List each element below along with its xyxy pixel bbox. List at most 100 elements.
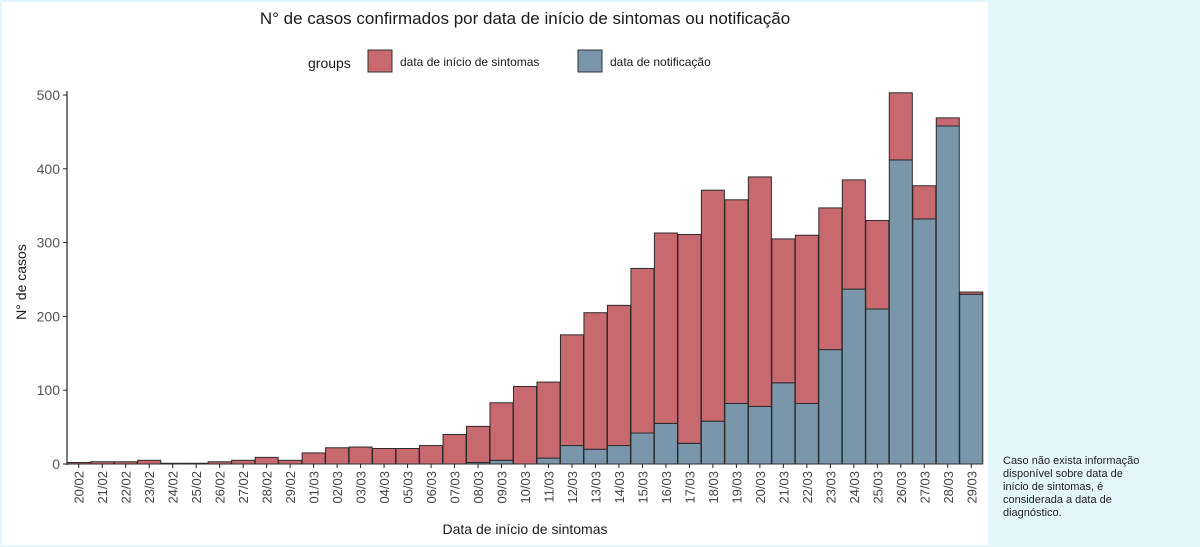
bar-segment-notificacao [912, 218, 937, 465]
bar-segment-notificacao [536, 457, 561, 465]
bar-segment-notificacao [865, 308, 890, 465]
bar-segment-sintomas [841, 179, 866, 290]
x-tick-label: 22/03 [800, 471, 815, 504]
bar-segment-notificacao [747, 405, 772, 465]
bar-segment-notificacao [724, 402, 749, 465]
bar-segment-notificacao [935, 125, 960, 465]
x-tick-label: 03/03 [354, 471, 369, 504]
x-tick-label: 28/03 [941, 471, 956, 504]
x-tick-label: 16/03 [659, 471, 674, 504]
bar-segment-notificacao [771, 382, 796, 465]
x-tick-label: 04/03 [377, 471, 392, 504]
bar-segment-sintomas [442, 433, 467, 465]
x-tick-label: 23/03 [823, 471, 838, 504]
bar-segment-notificacao [818, 349, 843, 465]
y-tick-label: 500 [37, 87, 61, 103]
bar-segment-sintomas [935, 117, 960, 127]
bar-segment-sintomas [747, 176, 772, 407]
x-tick-label: 01/03 [307, 471, 322, 504]
legend-label-notificacao: data de notificação [610, 55, 711, 69]
bar-segment-sintomas [489, 402, 514, 461]
legend-label-sintomas: data de início de sintomas [400, 55, 539, 69]
legend-title: groups [308, 55, 351, 71]
bar-segment-notificacao [583, 448, 608, 465]
bar-segment-sintomas [231, 459, 256, 465]
y-tick-label: 400 [37, 161, 61, 177]
bar-segment-notificacao [677, 442, 702, 465]
bar-segment-sintomas [419, 445, 444, 465]
x-tick-label: 29/02 [283, 471, 298, 504]
x-tick-label: 23/02 [142, 471, 157, 504]
plot-area: 0 100 200 300 400 500 20/02 21/02 22/02 23/02 24/0… [37, 87, 984, 504]
bar-segment-sintomas [512, 386, 538, 465]
bar-segment-sintomas [794, 234, 819, 404]
bar-segment-sintomas [137, 459, 162, 465]
y-tick-label: 100 [37, 382, 61, 398]
bar-segment-notificacao [959, 293, 984, 465]
bar-segment-notificacao [841, 288, 866, 465]
bar-segment-sintomas [90, 461, 115, 465]
chart-svg: N° de casos confirmados por data de iníc… [13, 9, 984, 537]
bar-segment-sintomas [466, 425, 491, 464]
bar-segment-sintomas [583, 312, 608, 450]
bar-segment-notificacao [700, 420, 725, 465]
x-tick-label: 10/03 [518, 471, 533, 504]
bar-segment-notificacao [559, 445, 584, 465]
y-tick-label: 200 [37, 308, 61, 324]
bar-segment-sintomas [559, 334, 584, 447]
x-tick-label: 09/03 [495, 471, 510, 504]
x-tick-label: 22/02 [119, 471, 134, 504]
bar-segment-sintomas [771, 238, 796, 384]
x-tick-label: 19/03 [729, 471, 744, 504]
x-tick-label: 07/03 [448, 471, 463, 504]
x-tick-label: 24/02 [166, 471, 181, 504]
bar-segment-sintomas [184, 462, 209, 465]
bar-segment-sintomas [301, 452, 326, 465]
x-tick-label: 08/03 [471, 471, 486, 504]
bar-segment-notificacao [653, 422, 678, 465]
bar-segment-sintomas [724, 199, 749, 404]
x-tick-label: 17/03 [682, 471, 697, 504]
x-tick-label: 14/03 [612, 471, 627, 504]
legend-swatch-notificacao [577, 49, 603, 73]
bar-segment-sintomas [372, 448, 397, 465]
x-tick-label: 28/02 [260, 471, 275, 504]
x-tick-label: 27/03 [917, 471, 932, 504]
bar-segment-sintomas [818, 207, 843, 351]
chart-panel: N° de casos confirmados por data de iníc… [2, 2, 988, 545]
bar-segment-sintomas [536, 381, 561, 459]
bar-segment-sintomas [254, 456, 279, 465]
bar-segment-sintomas [113, 461, 138, 465]
x-tick-label: 27/02 [236, 471, 251, 504]
bar-segment-sintomas [653, 232, 678, 424]
bar-segment-notificacao [888, 159, 913, 465]
bar-segment-notificacao [489, 459, 514, 465]
x-tick-label: 25/03 [870, 471, 885, 504]
x-tick-label: 12/03 [565, 471, 580, 504]
bar-segment-sintomas [395, 448, 420, 465]
x-tick-label: 15/03 [635, 471, 650, 504]
y-tick-label: 300 [37, 235, 61, 251]
bar-segment-sintomas [700, 189, 725, 422]
bar-segment-sintomas [865, 219, 890, 310]
x-tick-label: 02/03 [330, 471, 345, 504]
bar-segment-sintomas [278, 459, 303, 465]
bar-segment-sintomas [912, 185, 937, 220]
y-axis-label: N° de casos [13, 244, 29, 320]
x-tick-label: 21/03 [776, 471, 791, 504]
bar-segment-sintomas [348, 446, 373, 465]
x-tick-label: 25/02 [189, 471, 204, 504]
x-axis-label: Data de início de sintomas [443, 521, 608, 537]
x-tick-label: 20/03 [753, 471, 768, 504]
x-tick-label: 13/03 [588, 471, 603, 504]
bar-segment-sintomas [66, 462, 91, 465]
bar-segment-sintomas [959, 291, 984, 295]
x-tick-label: 26/03 [894, 471, 909, 504]
y-tick-label: 0 [52, 456, 60, 472]
x-tick-label: 18/03 [706, 471, 721, 504]
x-tick-label: 20/02 [72, 471, 87, 504]
bar-segment-sintomas [606, 304, 631, 447]
bar-segment-sintomas [325, 447, 350, 465]
x-tick-label: 29/03 [964, 471, 979, 504]
x-tick-label: 21/02 [95, 471, 110, 504]
